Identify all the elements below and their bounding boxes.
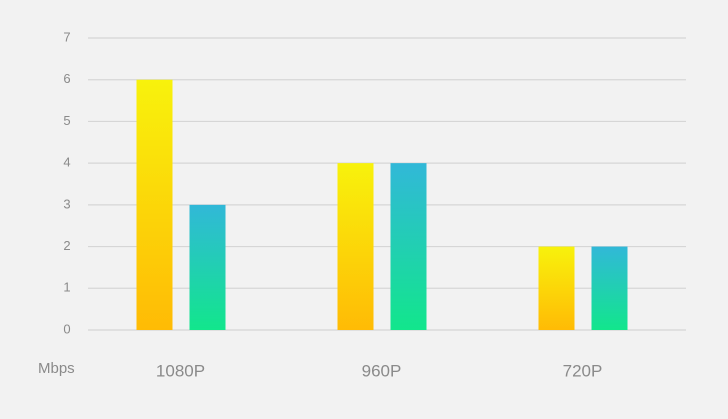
bar [136,79,173,330]
bar [538,246,575,330]
y-tick-label: 2 [63,238,70,253]
bar [390,163,427,330]
bar [189,204,226,330]
y-tick-label: 3 [63,196,70,211]
y-tick-label: 1 [63,280,70,295]
y-tick-label: 7 [63,29,70,44]
x-tick-label: 960P [362,361,402,380]
y-tick-label: 5 [63,113,70,128]
bar [591,246,628,330]
x-tick-label: 1080P [156,361,205,380]
y-tick-label: 0 [63,321,70,336]
x-tick-label: 720P [563,361,603,380]
y-axis-label: Mbps [38,360,75,377]
y-tick-label: 4 [63,155,70,170]
y-tick-label: 6 [63,71,70,86]
bar [337,163,374,330]
